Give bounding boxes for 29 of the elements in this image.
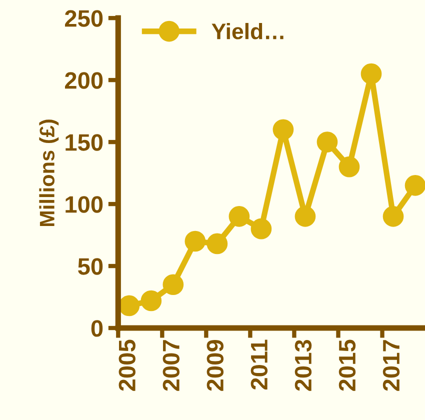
point	[228, 206, 250, 227]
x-tick-label: 2005	[118, 340, 136, 391]
point	[272, 119, 294, 140]
x-tick-label: 2007	[162, 340, 180, 391]
point	[162, 274, 184, 296]
point	[316, 132, 338, 152]
y-tick-label: 50	[78, 258, 103, 275]
x-tick-label: 2017	[382, 340, 400, 391]
point	[250, 218, 272, 240]
y-axis-title: Millions (£)	[39, 120, 59, 226]
y-tick-label: 100	[66, 196, 103, 213]
x-tick-label: 2011	[250, 340, 268, 390]
y-tick-label: 150	[66, 134, 103, 151]
y-tick-label: 200	[64, 72, 103, 89]
point	[360, 63, 382, 84]
y-tick-label: 0	[91, 320, 103, 337]
y-tick-label: 250	[64, 10, 103, 27]
x-tick-label: 2009	[206, 340, 224, 391]
point	[404, 175, 425, 196]
legend-label: Yield…	[212, 22, 284, 40]
point	[140, 290, 162, 312]
point	[294, 206, 316, 227]
point	[184, 230, 206, 252]
x-tick-label: 2015	[338, 340, 356, 391]
point	[206, 233, 228, 254]
point	[338, 156, 360, 178]
point	[118, 295, 140, 316]
x-tick-label: 2013	[294, 340, 312, 391]
point	[382, 206, 404, 227]
